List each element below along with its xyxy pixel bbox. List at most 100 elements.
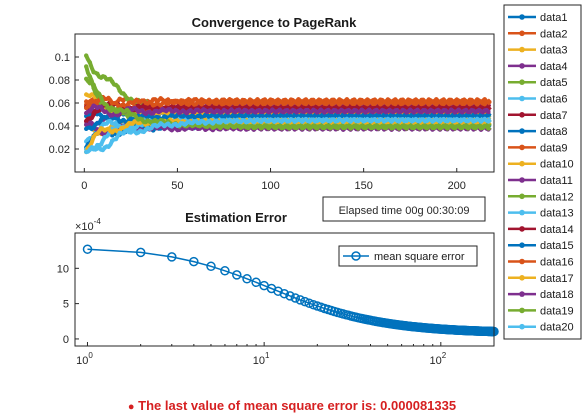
data-point bbox=[296, 102, 301, 107]
data-point bbox=[173, 107, 178, 113]
data-point bbox=[385, 102, 391, 107]
data-point bbox=[304, 298, 314, 308]
data-point bbox=[113, 128, 119, 133]
data-point bbox=[381, 99, 387, 104]
data-point bbox=[158, 96, 163, 101]
data-point bbox=[290, 293, 301, 303]
data-point bbox=[84, 149, 89, 155]
data-point bbox=[344, 123, 350, 129]
data-point bbox=[236, 124, 242, 129]
data-point bbox=[359, 117, 364, 122]
data-point bbox=[434, 123, 439, 129]
data-point bbox=[154, 108, 160, 114]
data-point bbox=[363, 101, 368, 106]
data-point bbox=[247, 109, 253, 114]
data-point bbox=[84, 122, 89, 127]
legend-item: data12 bbox=[508, 191, 574, 203]
data-point bbox=[467, 109, 472, 115]
data-point bbox=[300, 296, 310, 307]
data-point bbox=[348, 109, 353, 114]
data-point bbox=[128, 130, 134, 135]
data-point bbox=[333, 125, 338, 130]
legend-item: data6 bbox=[508, 94, 568, 106]
legend-marker bbox=[519, 291, 525, 297]
data-point bbox=[162, 123, 167, 129]
data-point bbox=[288, 109, 294, 114]
data-point bbox=[121, 109, 126, 114]
data-point bbox=[367, 100, 372, 105]
data-point bbox=[355, 126, 361, 131]
data-point bbox=[143, 127, 148, 132]
data-point bbox=[460, 125, 465, 130]
legend-marker bbox=[519, 275, 525, 281]
legend-label: data13 bbox=[540, 208, 574, 220]
series-mean-square-error bbox=[82, 244, 499, 337]
legend-label: data20 bbox=[540, 322, 574, 334]
data-point bbox=[292, 99, 297, 104]
legend-item: data18 bbox=[508, 289, 574, 301]
data-point bbox=[128, 96, 134, 102]
data-point bbox=[467, 117, 472, 122]
data-point bbox=[262, 107, 268, 113]
data-point bbox=[475, 102, 480, 107]
data-point bbox=[251, 277, 261, 288]
data-point bbox=[154, 124, 160, 129]
data-point bbox=[326, 113, 331, 118]
data-point bbox=[247, 102, 253, 107]
data-point bbox=[177, 110, 182, 116]
data-point bbox=[184, 101, 189, 107]
data-point bbox=[195, 120, 201, 126]
data-point bbox=[117, 88, 122, 93]
data-point bbox=[471, 108, 476, 113]
data-point bbox=[486, 119, 491, 124]
data-point bbox=[87, 147, 93, 152]
data-point bbox=[396, 119, 402, 124]
data-point bbox=[98, 104, 104, 110]
data-point bbox=[419, 117, 424, 122]
legend-item: data14 bbox=[508, 224, 574, 236]
data-point bbox=[288, 124, 294, 129]
data-point bbox=[162, 114, 167, 119]
data-point bbox=[422, 99, 428, 104]
data-point bbox=[121, 117, 126, 123]
status-bullet: ● bbox=[127, 401, 135, 413]
data-point bbox=[102, 134, 108, 140]
data-point bbox=[91, 103, 96, 108]
data-point bbox=[262, 123, 268, 128]
data-point bbox=[449, 123, 454, 129]
legend-marker bbox=[519, 144, 525, 151]
data-point bbox=[136, 98, 141, 104]
data-point bbox=[247, 124, 253, 129]
data-point bbox=[102, 115, 108, 120]
data-point bbox=[419, 125, 424, 130]
data-point bbox=[415, 107, 420, 113]
data-point bbox=[307, 109, 312, 115]
data-point bbox=[121, 131, 126, 136]
data-point bbox=[147, 100, 152, 105]
data-point bbox=[199, 115, 204, 120]
data-point bbox=[270, 123, 275, 128]
data-point bbox=[173, 121, 178, 127]
data-point bbox=[270, 107, 275, 112]
data-point bbox=[259, 109, 264, 115]
data-point bbox=[177, 99, 182, 105]
data-point bbox=[378, 117, 383, 122]
data-point bbox=[214, 108, 219, 113]
data-point bbox=[167, 252, 177, 262]
elapsed-time-box: Elapsed time 00g 00:30:09 bbox=[322, 196, 486, 222]
data-point bbox=[415, 118, 420, 123]
data-point bbox=[225, 119, 230, 124]
data-point bbox=[381, 119, 387, 124]
y-tick-label: 0.1 bbox=[55, 52, 70, 64]
data-point bbox=[396, 109, 402, 115]
data-point bbox=[411, 110, 417, 115]
data-point bbox=[426, 97, 431, 102]
data-point bbox=[404, 110, 409, 115]
data-point bbox=[273, 118, 279, 123]
data-point bbox=[128, 100, 134, 105]
data-point bbox=[411, 118, 417, 123]
data-point bbox=[195, 99, 201, 105]
data-point bbox=[437, 99, 443, 105]
data-point bbox=[408, 117, 413, 123]
data-point bbox=[456, 100, 461, 105]
